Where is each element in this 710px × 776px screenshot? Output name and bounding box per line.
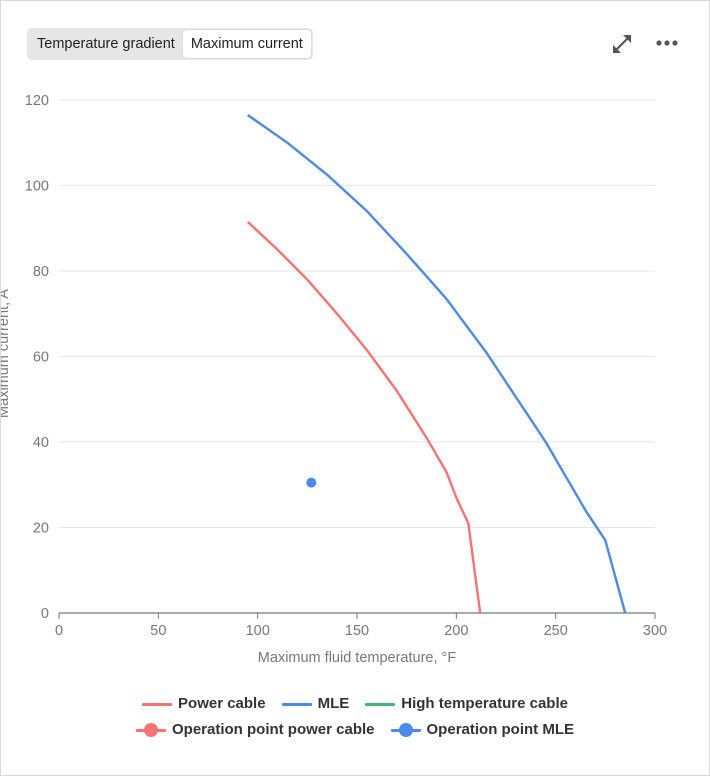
y-tick-label: 40	[33, 435, 49, 451]
legend-item-power-cable[interactable]: Power cable	[142, 695, 266, 712]
legend-label: MLE	[317, 695, 350, 712]
legend-point-swatch	[135, 722, 166, 737]
y-tick-label: 120	[25, 93, 49, 109]
y-tick-label: 60	[33, 350, 49, 366]
x-tick-label: 200	[444, 623, 468, 639]
grid-lines	[59, 99, 655, 528]
x-tick-label: 150	[345, 623, 369, 639]
chart-mode-switch: Temperature gradient Maximum current	[27, 28, 313, 60]
y-tick-label: 20	[33, 521, 49, 537]
legend-line-swatch	[281, 697, 312, 711]
legend-label: Power cable	[178, 695, 266, 712]
y-tick-label: 80	[33, 264, 49, 280]
y-tick-label: 100	[25, 179, 49, 195]
x-tick-label: 300	[643, 623, 667, 639]
x-tick-label: 0	[55, 623, 63, 639]
legend-row-points: Operation point power cable Operation po…	[1, 721, 709, 738]
legend-item-operation-point-mle[interactable]: Operation point MLE	[390, 721, 575, 738]
legend-line-swatch	[365, 697, 396, 711]
chart-plot: 0 20 40 60 80 100 120 0 50 100 150 200 250 300 Maximu…	[1, 93, 667, 666]
y-axis-label: Maximum current, A	[1, 289, 12, 418]
legend-point-swatch	[390, 722, 421, 737]
x-axis-label: Maximum fluid temperature, °F	[258, 650, 457, 666]
x-tick-label: 250	[544, 623, 568, 639]
legend-label: High temperature cable	[401, 695, 568, 712]
legend-label: Operation point power cable	[171, 721, 375, 738]
legend-item-operation-point-power-cable[interactable]: Operation point power cable	[135, 721, 375, 738]
expand-arrows-icon[interactable]	[610, 32, 634, 56]
series-layer	[246, 114, 627, 614]
series-point-operation-point-mle	[306, 477, 317, 488]
x-tick-label: 50	[150, 623, 166, 639]
series-line-power-cable	[246, 220, 482, 614]
chart-legend: Power cable MLE High temperature cable O…	[1, 695, 709, 747]
y-tick-label: 0	[41, 606, 49, 622]
x-tick-label: 100	[246, 623, 270, 639]
series-line-mle	[247, 114, 627, 614]
legend-label: Operation point MLE	[426, 721, 575, 738]
legend-line-swatch	[142, 697, 173, 711]
more-dots-icon[interactable]	[655, 32, 679, 56]
tab-maximum-current[interactable]: Maximum current	[182, 30, 311, 58]
legend-item-mle[interactable]: MLE	[281, 695, 350, 712]
axes: 0 20 40 60 80 100 120 0 50 100 150 200 250 300	[25, 93, 667, 639]
tab-temperature-gradient[interactable]: Temperature gradient	[37, 36, 175, 52]
legend-row-lines: Power cable MLE High temperature cable	[1, 695, 709, 712]
legend-item-high-temperature-cable[interactable]: High temperature cable	[365, 695, 568, 712]
